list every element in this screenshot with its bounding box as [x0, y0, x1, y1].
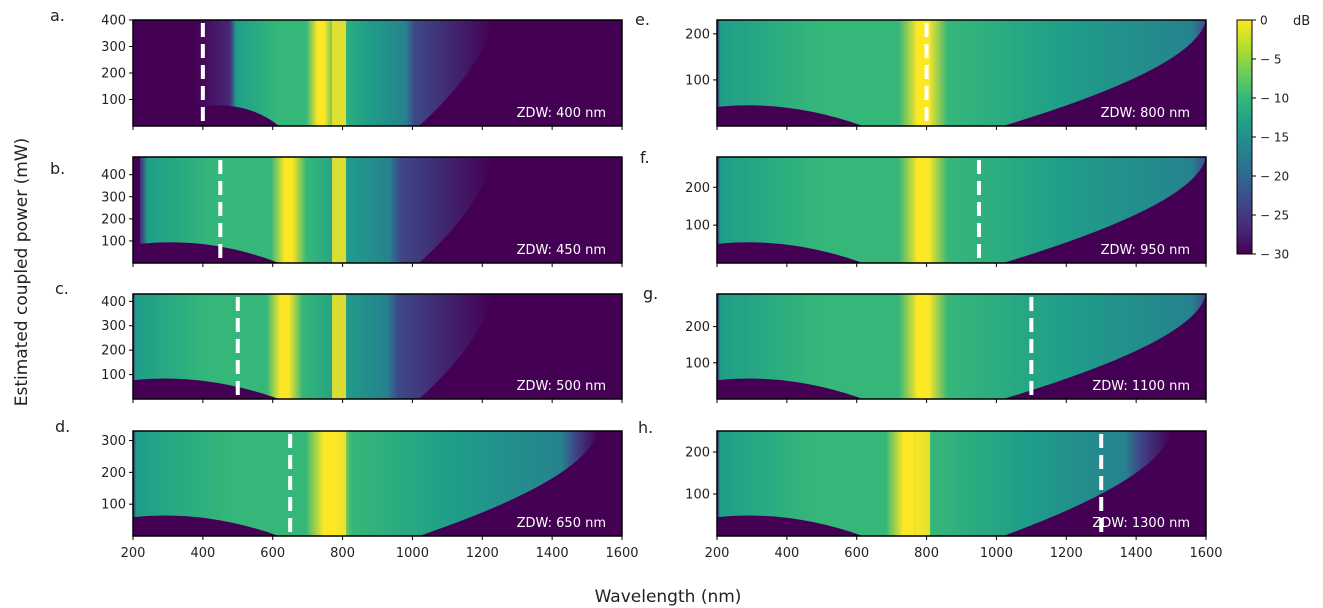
panel-b: ZDW: 450 nm 100 200 300 400 b.	[50, 156, 623, 267]
spectrum-region	[139, 157, 493, 263]
y-tick-label: 400	[101, 295, 126, 310]
panel-h: ZDW: 1300 nm 100 200 200 400 600 800 1000 1200 14…	[638, 418, 1223, 561]
spectrum-region	[717, 431, 1172, 536]
x-tick-label: 1400	[1120, 546, 1153, 561]
panel-e: ZDW: 800 nm 100 200 e.	[635, 10, 1207, 130]
pump-band	[332, 20, 347, 126]
x-tick-label: 200	[121, 546, 146, 561]
panel-letter: d.	[55, 417, 70, 436]
y-tick-label: 100	[685, 73, 710, 88]
spectrum-region	[133, 431, 598, 536]
spectrum-region	[717, 157, 1206, 263]
y-tick-label: 100	[685, 356, 710, 371]
y-tick-label: 400	[101, 168, 126, 183]
pump-band	[916, 157, 931, 263]
y-tick-label: 200	[685, 446, 710, 461]
pump-band	[916, 294, 931, 399]
pump-band	[332, 157, 347, 263]
panel-letter: h.	[638, 418, 653, 437]
panel-letter: b.	[50, 159, 65, 178]
colorbar-tick-label: − 30	[1260, 248, 1289, 262]
x-tick-label: 800	[914, 546, 939, 561]
y-tick-label: 100	[101, 234, 126, 249]
panels: ZDW: 400 nm 100 200 300 400 a. ZDW: 450 nm 100 2…	[50, 6, 1223, 561]
panel-frame	[132, 430, 623, 537]
x-tick-label: 800	[330, 546, 355, 561]
panel-frame	[716, 19, 1207, 127]
x-tick-label: 200	[705, 546, 730, 561]
x-tick-label: 1600	[1189, 546, 1222, 561]
y-tick-label: 300	[101, 434, 126, 449]
panel-frame	[716, 430, 1207, 537]
y-tick-label: 300	[101, 40, 126, 55]
spectrum-region	[133, 294, 493, 399]
panel-frame	[716, 156, 1207, 264]
colorbar-tick-label: − 15	[1260, 131, 1289, 145]
colorbar-tick-label: − 10	[1260, 92, 1289, 106]
y-tick-label: 100	[101, 368, 126, 383]
x-tick-label: 400	[774, 546, 799, 561]
y-tick-label: 200	[685, 27, 710, 42]
colorbar-tick-label: 0	[1260, 14, 1268, 28]
panel-f: ZDW: 950 nm 100 200 f.	[640, 148, 1207, 267]
zdw-annotation: ZDW: 800 nm	[1101, 106, 1190, 121]
zdw-annotation: ZDW: 650 nm	[517, 516, 606, 531]
x-tick-label: 1000	[396, 546, 429, 561]
x-tick-label: 600	[260, 546, 285, 561]
y-tick-label: 200	[685, 181, 710, 196]
x-tick-label: 1200	[466, 546, 499, 561]
x-axis-label: Wavelength (nm)	[595, 587, 742, 607]
x-tick-label: 1200	[1050, 546, 1083, 561]
spectrum-region	[717, 294, 1206, 399]
y-axis-label: Estimated coupled power (mW)	[12, 138, 32, 407]
y-tick-label: 100	[101, 498, 126, 513]
panel-d: ZDW: 650 nm 100 200 300 200 400 600 800 1000 1200…	[55, 417, 639, 561]
panel-letter: a.	[50, 6, 65, 25]
x-tick-label: 400	[190, 546, 215, 561]
x-tick-label: 1600	[605, 546, 638, 561]
panel-c: ZDW: 500 nm 100 200 300 400 c.	[55, 279, 623, 403]
zdw-annotation: ZDW: 950 nm	[1101, 243, 1190, 258]
y-tick-label: 200	[685, 320, 710, 335]
colorbar-gradient	[1236, 19, 1253, 255]
zdw-annotation: ZDW: 500 nm	[517, 379, 606, 394]
panel-frame	[132, 293, 623, 400]
colorbar-unit: dB	[1293, 14, 1310, 29]
y-tick-label: 200	[101, 466, 126, 481]
colorbar-tick-label: − 25	[1260, 209, 1289, 223]
pump-band	[332, 431, 347, 536]
zdw-annotation: ZDW: 400 nm	[517, 106, 606, 121]
y-tick-label: 300	[101, 319, 126, 334]
pump-band	[332, 294, 347, 399]
panel-letter: c.	[55, 279, 69, 298]
zdw-annotation: ZDW: 1100 nm	[1092, 379, 1190, 394]
y-tick-label: 100	[685, 219, 710, 234]
y-tick-label: 300	[101, 190, 126, 205]
colorbar-tick-label: − 20	[1260, 170, 1289, 184]
y-tick-label: 200	[101, 344, 126, 359]
y-tick-label: 100	[101, 93, 126, 108]
panel-letter: g.	[643, 284, 658, 303]
y-tick-label: 200	[101, 67, 126, 82]
zdw-annotation: ZDW: 1300 nm	[1092, 516, 1190, 531]
panel-letter: f.	[640, 148, 650, 167]
colorbar: dB 0 − 5 − 10 − 15 − 20 − 25 − 30	[1236, 14, 1310, 262]
panel-a: ZDW: 400 nm 100 200 300 400 a.	[50, 6, 623, 130]
y-tick-label: 100	[685, 488, 710, 503]
panel-frame	[132, 156, 623, 264]
spectrum-region	[717, 20, 1206, 126]
pump-band	[916, 431, 931, 536]
panel-letter: e.	[635, 10, 650, 29]
x-tick-label: 1400	[536, 546, 569, 561]
panel-g: ZDW: 1100 nm 100 200 g.	[643, 284, 1207, 403]
y-tick-label: 400	[101, 14, 126, 29]
y-tick-label: 200	[101, 212, 126, 227]
x-tick-label: 600	[844, 546, 869, 561]
colorbar-tick-label: − 5	[1260, 53, 1282, 67]
panel-frame	[716, 293, 1207, 400]
zdw-annotation: ZDW: 450 nm	[517, 243, 606, 258]
x-tick-label: 1000	[980, 546, 1013, 561]
